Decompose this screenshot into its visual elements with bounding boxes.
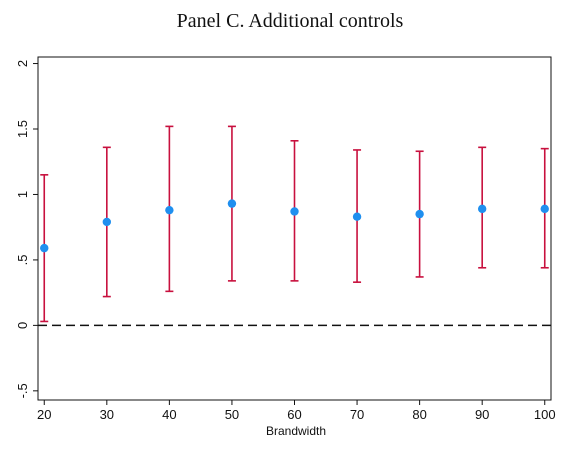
y-tick-label: 1.5 [15,120,30,138]
y-tick-label: 2 [15,60,30,67]
x-tick-label: 60 [287,407,301,422]
data-point [290,207,299,216]
x-tick-label: 30 [100,407,114,422]
data-point [227,199,237,208]
x-tick-label: 90 [475,407,489,422]
x-tick-label: 100 [534,407,556,422]
data-point [477,204,487,214]
y-tick-label: 1 [15,191,30,198]
data-points [40,199,549,253]
data-point [415,209,424,219]
data-point [40,243,49,253]
x-tick-label: 20 [37,407,51,422]
data-point [102,217,112,227]
data-point [540,204,549,214]
x-axis-label: Brandwidth [266,424,326,438]
chart-title: Panel C. Additional controls [177,10,404,32]
x-tick-label: 80 [412,407,426,422]
data-point [352,212,362,221]
y-tick-label: -.5 [15,383,30,398]
error-bars [40,125,549,323]
data-point [165,205,174,215]
y-tick-label: .5 [15,254,30,265]
x-tick-label: 40 [162,407,176,422]
y-axis: -.5 0 .5 1 1.5 2 [15,60,38,398]
x-tick-label: 50 [225,407,239,422]
x-axis: 20 30 40 50 60 70 80 90 100 [37,400,556,422]
x-tick-label: 70 [350,407,364,422]
y-tick-label: 0 [15,322,30,329]
